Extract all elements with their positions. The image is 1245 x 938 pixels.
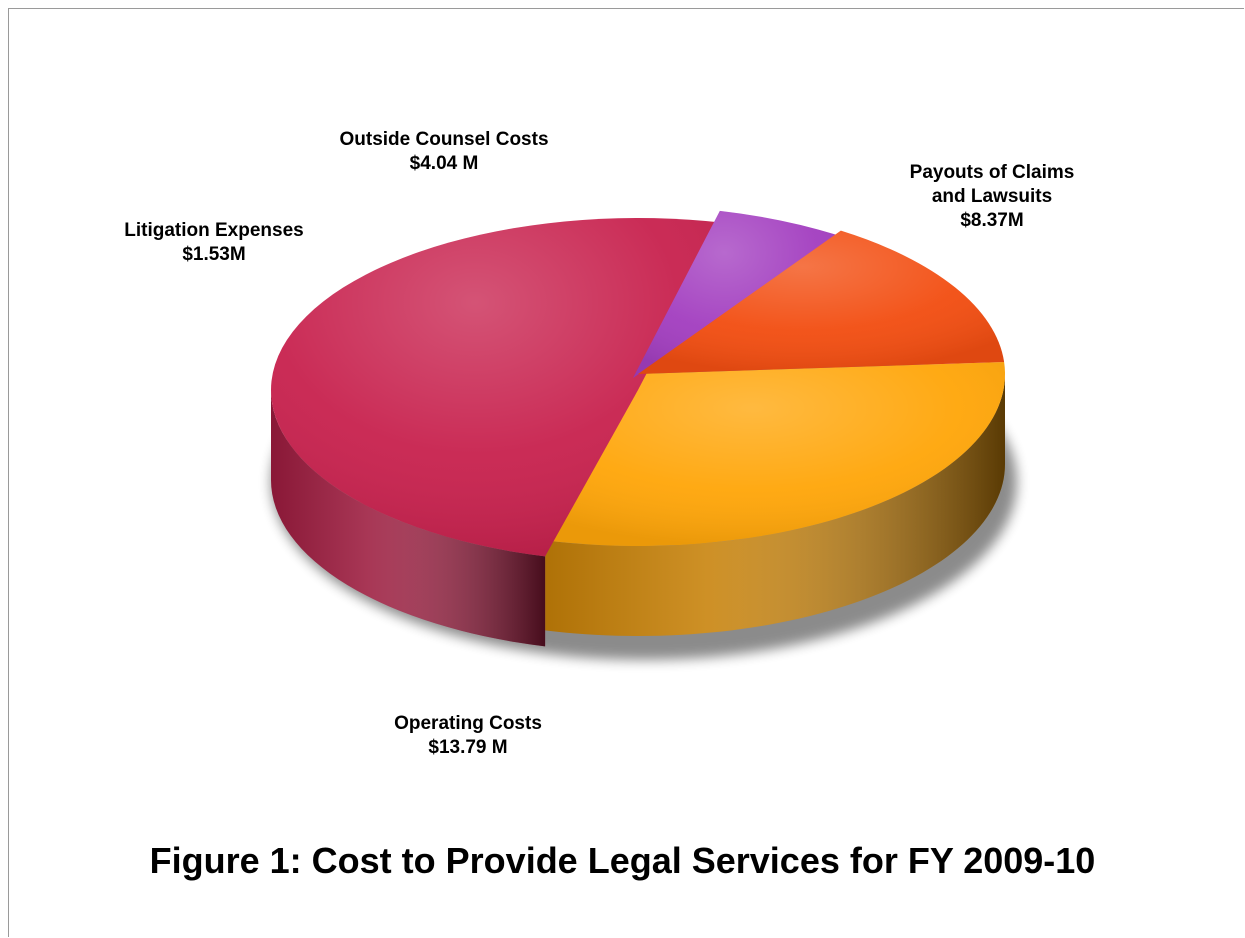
- slice-label: Outside Counsel Costs $4.04 M: [339, 129, 548, 174]
- slice-label-line: $8.37M: [960, 210, 1023, 231]
- slice-label-line: Operating Costs: [394, 713, 542, 734]
- slice-label-line: Litigation Expenses: [124, 220, 303, 241]
- pie-slice-side-shading: [545, 374, 1005, 636]
- slice-label-line: Payouts of Claims: [910, 162, 1075, 183]
- slice-label-line: and Lawsuits: [932, 186, 1052, 207]
- pie-slice-highlight: [271, 218, 725, 557]
- slice-label-line: $13.79 M: [428, 737, 507, 758]
- slice-label-line: $1.53M: [182, 244, 245, 265]
- slice-label-line: Outside Counsel Costs: [339, 129, 548, 150]
- slice-label: Litigation Expenses $1.53M: [124, 220, 303, 265]
- pie-slice-highlight: [545, 362, 1005, 546]
- slice-label: Payouts of Claims and Lawsuits $8.37M: [910, 162, 1075, 231]
- pie-slice-side-shading: [270, 390, 546, 647]
- pie-slice-highlight: [633, 210, 836, 378]
- pie-slice-highlight: [638, 230, 1005, 374]
- slice-label-line: $4.04 M: [410, 153, 479, 174]
- chart-frame: [8, 8, 1244, 937]
- chart-title: Figure 1: Cost to Provide Legal Services…: [149, 840, 1096, 881]
- slice-label: Operating Costs $13.79 M: [394, 713, 542, 758]
